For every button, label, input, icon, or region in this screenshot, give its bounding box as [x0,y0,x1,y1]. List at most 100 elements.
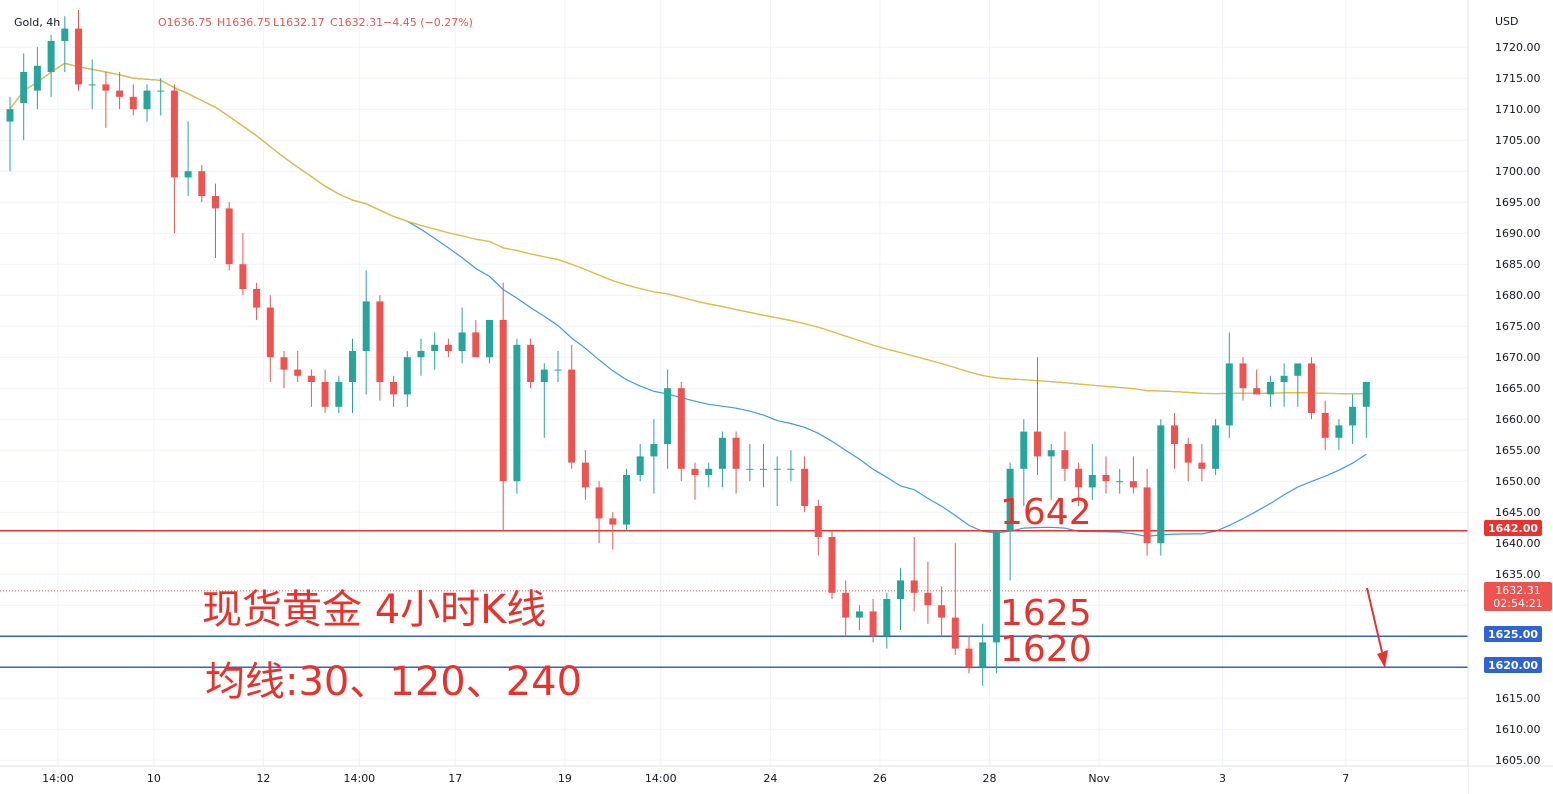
price-tag-1625-text: 1625.00 [1488,628,1538,641]
candle-body [170,90,178,178]
forecast-arrow-head [1377,650,1388,668]
candle-body [1143,487,1151,544]
candle-body [855,611,863,618]
price-tick-label: 1670.00 [1495,351,1541,364]
candle [1198,444,1206,482]
candle-body [1335,425,1343,438]
candle [486,320,493,364]
candle-body [431,344,439,351]
candle [1047,444,1055,500]
candle-body [486,320,493,358]
price-tick-label: 1705.00 [1495,134,1541,147]
price-tick-label: 1715.00 [1495,72,1541,85]
candle-body [1362,382,1370,407]
candles [6,10,1370,686]
candle [814,499,822,556]
candle-body [1075,468,1083,488]
candle-body [321,382,329,407]
ohlc-high: H1636.75 [217,16,271,29]
candle-body [1047,450,1055,457]
symbol-label: Gold, 4h [14,16,60,29]
price-tag-1642-text: 1642.00 [1488,522,1538,535]
candle [170,84,178,234]
candle [335,375,343,413]
time-axis-background [0,766,1468,794]
candle-body [623,475,630,525]
candle [431,332,439,370]
candle-body [883,599,891,637]
time-tick-label: 7 [1342,772,1349,785]
candle [390,375,398,407]
candle-body [965,648,973,668]
price-tick-label: 1710.00 [1495,103,1541,116]
price-tag-1625: 1625.00 [1484,626,1542,642]
candle [198,165,206,203]
candle-body [1102,475,1110,482]
candle-body [198,171,206,196]
candle [88,59,96,110]
candle-body [129,96,137,110]
candle-body [1253,388,1261,395]
candle-body [842,592,850,618]
candle [992,530,1000,674]
candle-body [1280,375,1288,382]
candle [294,351,302,382]
candle [129,84,137,116]
price-tick-label: 1700.00 [1495,165,1541,178]
price-tick-label: 1675.00 [1495,320,1541,333]
candle-body [951,617,959,649]
candle-body [1088,475,1096,488]
candle-body [143,90,151,110]
candle-body [801,468,809,506]
candle-body [718,437,726,469]
chart-annotation-title: 现货黄金 4小时K线 [202,587,546,633]
candle [1006,462,1014,581]
candle-body [513,344,521,482]
candle-body [609,518,617,525]
candle-body [1212,425,1220,469]
candle [609,512,617,550]
candle-body [307,375,315,382]
price-tick-label: 1635.00 [1495,568,1541,581]
candle [691,462,699,500]
candle-body [992,530,1000,643]
candle [1088,444,1096,500]
candle-body [1239,363,1247,389]
price-tick-label: 1605.00 [1495,754,1541,767]
candle [732,431,740,494]
candle [1308,357,1315,420]
candle [20,53,28,141]
price-tick-label: 1655.00 [1495,444,1541,457]
candle [746,444,754,482]
candle-body [828,537,836,593]
candle-body [773,468,781,470]
candle [1020,419,1028,506]
candle [157,78,165,116]
candle-body [390,382,398,395]
candle-body [938,605,946,618]
price-tag-1642: 1642.00 [1484,520,1542,536]
candle-body [280,357,288,370]
candle-body [75,28,82,85]
candle [266,295,274,382]
candle-body [664,388,672,444]
price-tick-label: 1610.00 [1495,723,1541,736]
candle-body [212,196,219,209]
candle-body [814,506,822,537]
candle [623,468,630,531]
candle-body [1006,468,1014,531]
candle-body [677,388,685,469]
candle [664,369,672,469]
candle [321,369,329,413]
candle-body [33,65,41,91]
candle [362,270,370,395]
candle-body [979,642,987,668]
price-tick-label: 1685.00 [1495,258,1541,271]
price-tick-label: 1665.00 [1495,382,1541,395]
candle [1102,456,1110,494]
price-axis-currency: USD [1495,15,1519,28]
price-tag-last-text: 1632.31 [1495,584,1541,597]
candle-body [787,468,795,470]
